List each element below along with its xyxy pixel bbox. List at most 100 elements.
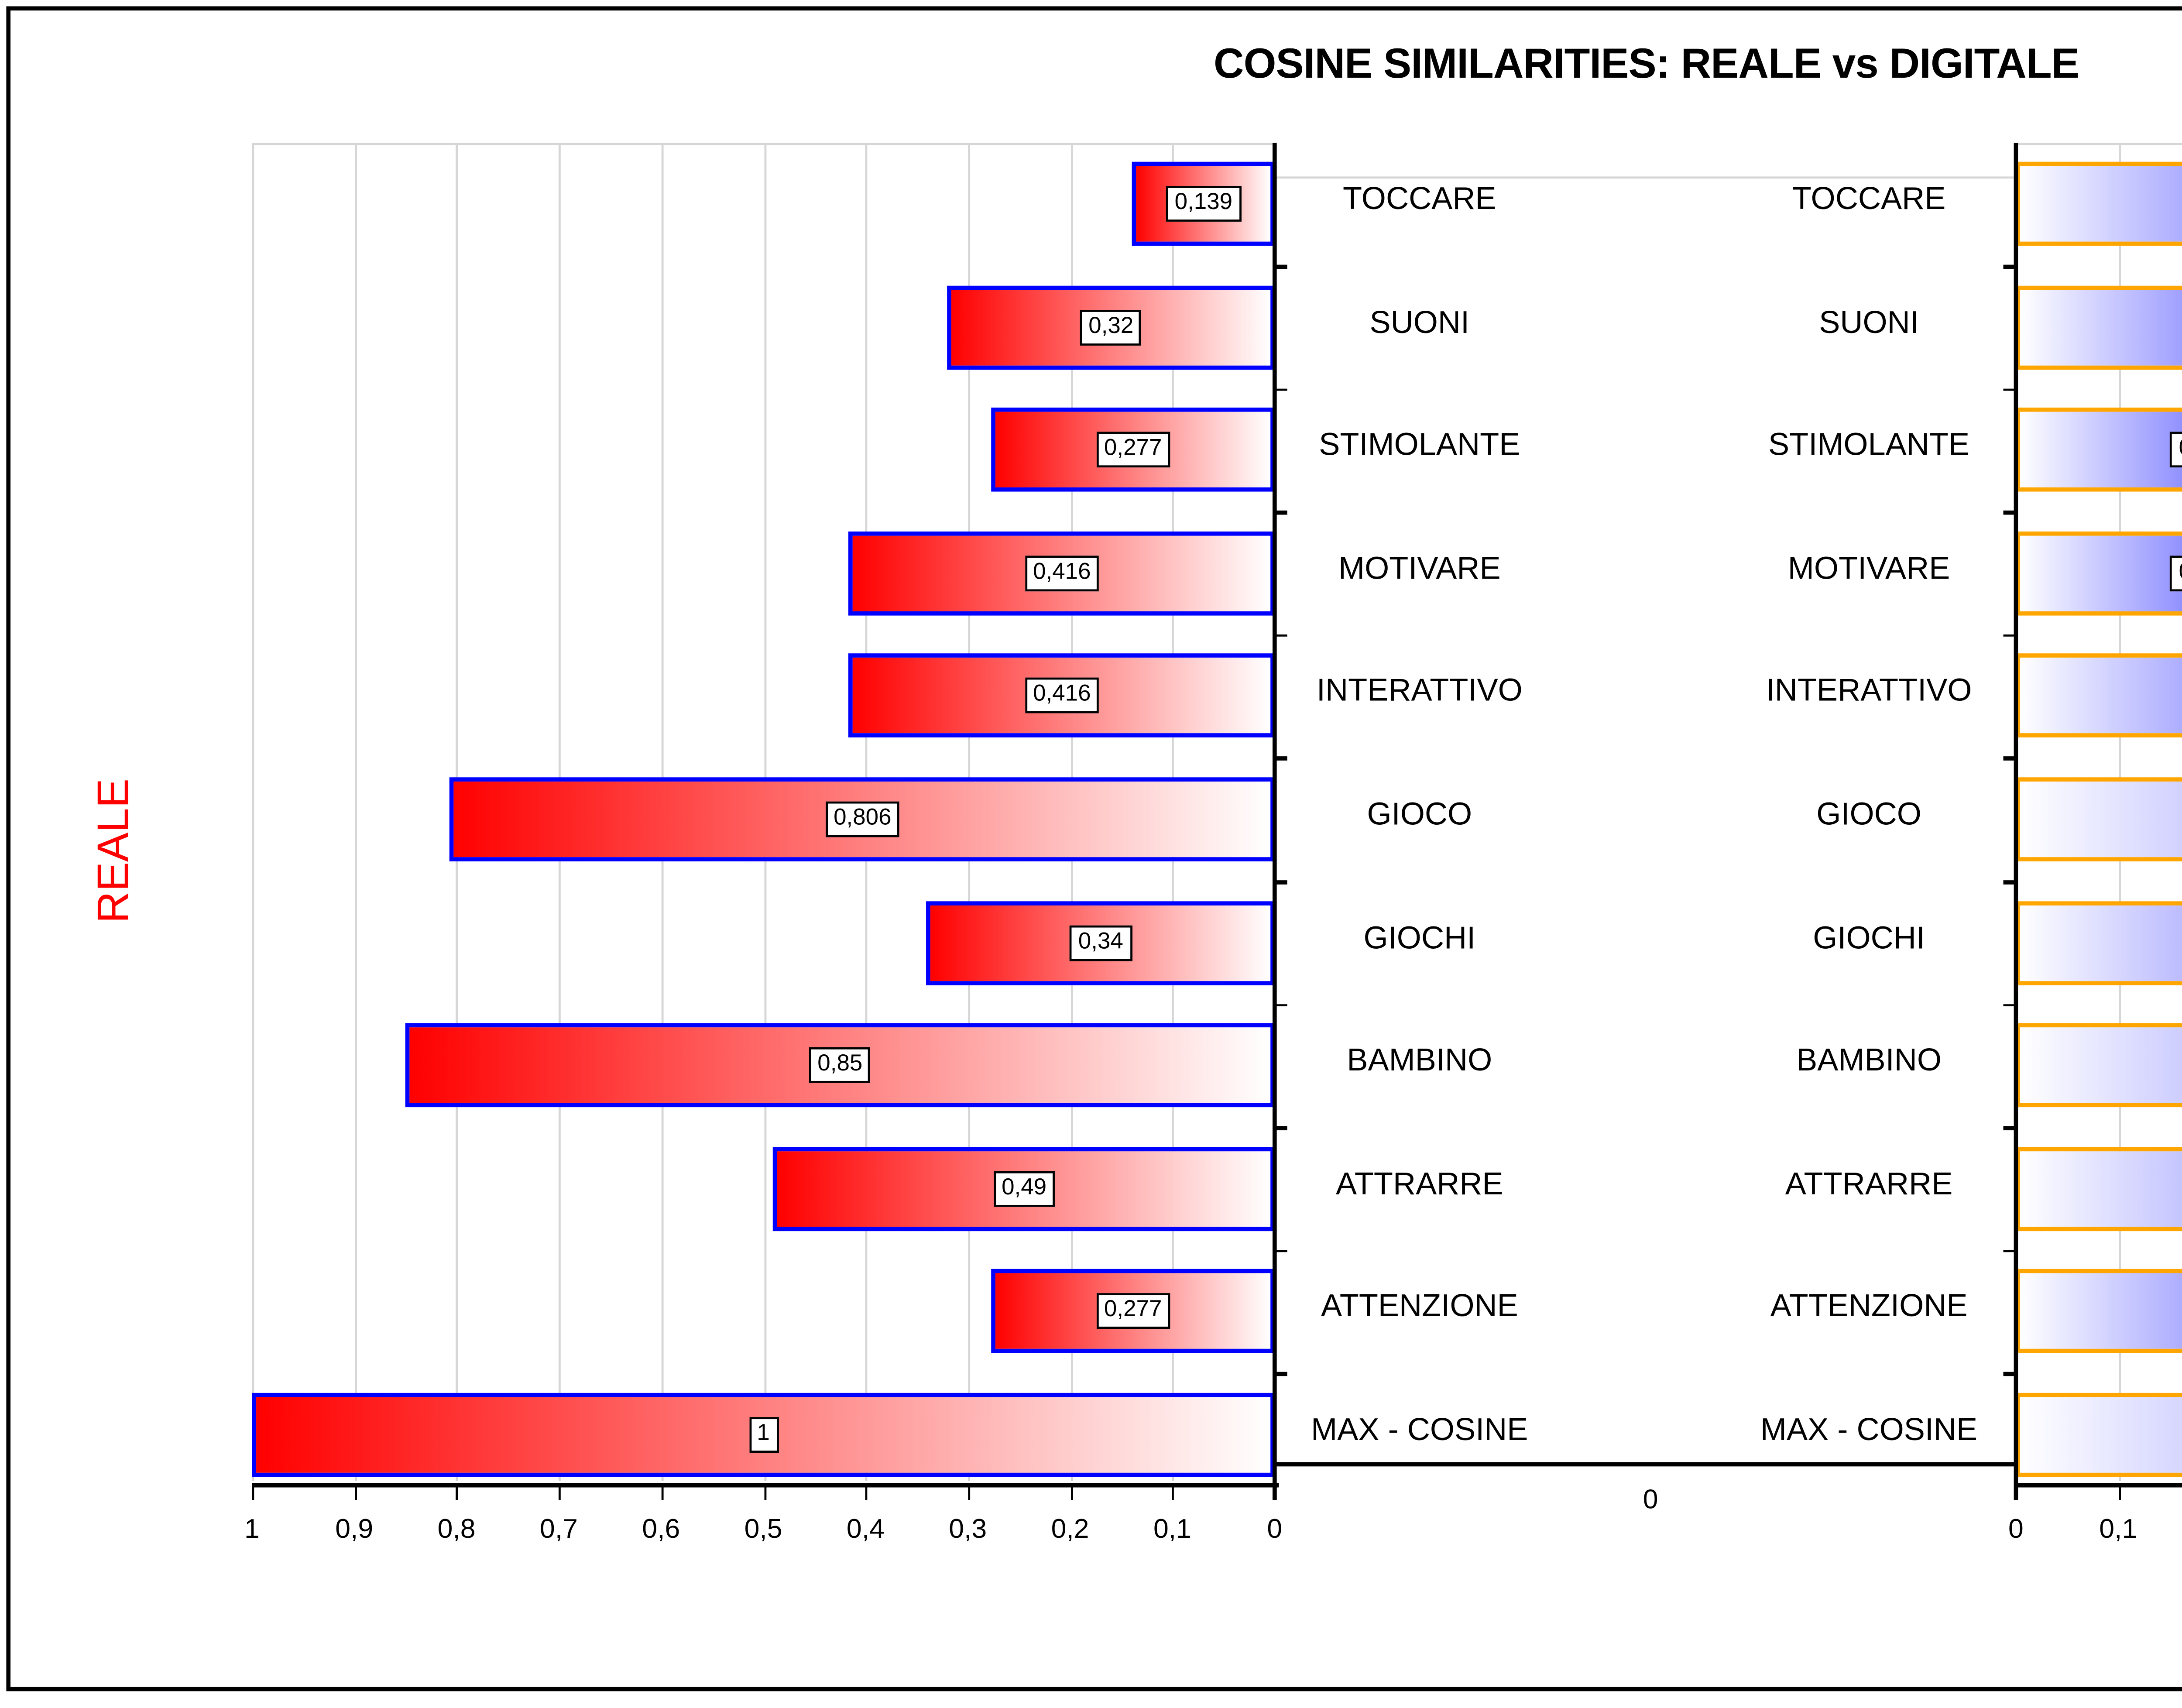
gridline <box>354 143 357 1482</box>
x-tick-label: 0,8 <box>437 1513 476 1544</box>
reale-value-label: 0,416 <box>1024 555 1099 591</box>
x-tick-label: 0,5 <box>744 1513 782 1544</box>
x-tick <box>456 1483 459 1500</box>
reale-category-label: ATTRARRE <box>1336 1166 1503 1203</box>
x-tick <box>661 1483 663 1500</box>
category-tick <box>2003 264 2016 268</box>
digitale-bar: 0,5 <box>2016 1269 2182 1354</box>
category-tick <box>1274 634 1287 638</box>
x-tick <box>967 1483 970 1500</box>
reale-bar: 0,34 <box>927 900 1275 984</box>
x-tick <box>2016 1483 2018 1500</box>
digitale-bar: 0,612 <box>2016 900 2182 984</box>
digitale-category-label: GIOCHI <box>1813 920 1925 956</box>
reale-category-label: MOTIVARE <box>1338 551 1501 587</box>
x-tick-label: 0 <box>1267 1513 1283 1544</box>
x-tick-label: 0,1 <box>1153 1513 1191 1544</box>
reale-value-label: 0,85 <box>809 1047 871 1084</box>
x-tick <box>559 1483 561 1500</box>
x-tick-label: 0,7 <box>539 1513 578 1544</box>
top-gridline <box>2016 143 2182 145</box>
x-tick-label: 0,9 <box>335 1513 374 1544</box>
category-tick <box>1274 1126 1287 1130</box>
reale-x-axis-line <box>252 1483 1279 1488</box>
reale-y-axis <box>1273 143 1276 1500</box>
reale-category-label: TOCCARE <box>1343 182 1496 218</box>
x-tick-label: 0,3 <box>949 1513 987 1544</box>
digitale-category-label: ATTRARRE <box>1785 1166 1953 1203</box>
reale-bar: 0,49 <box>773 1146 1275 1231</box>
reale-bar: 0,277 <box>991 408 1275 492</box>
category-tick <box>2003 1372 2016 1376</box>
category-tick <box>1274 1003 1287 1007</box>
digitale-bar: 0,5 <box>2016 161 2182 246</box>
reale-value-label: 0,34 <box>1070 924 1132 960</box>
digitale-category-label: ATTENZIONE <box>1770 1290 1968 1326</box>
category-tick <box>1274 511 1287 514</box>
x-tick <box>252 1483 254 1500</box>
reale-bar: 0,416 <box>849 531 1275 615</box>
x-tick <box>1172 1483 1175 1500</box>
x-tick <box>1070 1483 1072 1500</box>
digitale-category-label: MAX - COSINE <box>1760 1413 1978 1449</box>
digitale-bar: 0,707 <box>2016 1146 2182 1231</box>
x-tick <box>763 1483 765 1500</box>
category-tick <box>2003 388 2016 391</box>
reale-axis-label: REALE <box>90 778 139 923</box>
category-tick <box>2003 511 2016 514</box>
category-tick <box>1274 1372 1287 1376</box>
category-label-column: TOCCARE TOCCARE SUONI SUONI STIMOLANTE STIMOL… <box>1274 143 2016 1481</box>
digitale-category-label: BAMBINO <box>1796 1043 1942 1080</box>
digitale-category-label: SUONI <box>1819 305 1919 341</box>
center-zero-label: 0 <box>1643 1483 1658 1515</box>
reale-category-label: BAMBINO <box>1347 1043 1492 1080</box>
digitale-category-label: INTERATTIVO <box>1766 674 1972 710</box>
x-tick-label: 0,6 <box>642 1513 680 1544</box>
center-top-gridline <box>1274 176 2016 179</box>
reale-category-label: GIOCO <box>1367 797 1472 833</box>
top-gridline <box>252 143 1275 145</box>
digitale-value-label: 0,375 <box>2170 432 2182 468</box>
reale-value-label: 1 <box>748 1417 779 1453</box>
digitale-bar: 0,825 <box>2016 1023 2182 1108</box>
reale-category-label: STIMOLANTE <box>1319 428 1520 464</box>
digitale-x-axis-line <box>2016 1483 2182 1488</box>
category-tick <box>1274 757 1287 761</box>
reale-plot-area: 0,139 0,32 0,277 0,416 0,416 0,806 0,34 0,85 0,4… <box>252 143 1277 1482</box>
category-tick <box>2003 757 2016 761</box>
reale-value-label: 0,277 <box>1095 432 1170 468</box>
digitale-category-label: GIOCO <box>1816 797 1921 833</box>
digitale-category-label: MOTIVARE <box>1787 551 1950 587</box>
gridline <box>1274 143 1277 1482</box>
category-tick <box>1274 1249 1287 1253</box>
digitale-bar: 1 <box>2016 1392 2182 1477</box>
category-tick <box>2003 1126 2016 1130</box>
x-tick <box>865 1483 868 1500</box>
x-tick-label: 0,1 <box>2099 1513 2137 1544</box>
digitale-y-axis <box>2014 143 2017 1500</box>
reale-bar: 0,139 <box>1132 161 1275 246</box>
reale-value-label: 0,139 <box>1166 186 1241 222</box>
category-tick <box>2003 1003 2016 1007</box>
reale-category-label: ATTENZIONE <box>1321 1290 1518 1326</box>
digitale-category-label: TOCCARE <box>1792 182 1946 218</box>
category-tick <box>1274 388 1287 391</box>
category-tick <box>2003 634 2016 638</box>
reale-value-label: 0,277 <box>1095 1294 1170 1330</box>
digitale-bar: 0,375 <box>2016 408 2182 492</box>
reale-value-label: 0,49 <box>993 1170 1055 1207</box>
digitale-bar: 0,5 <box>2016 654 2182 738</box>
reale-value-label: 0,416 <box>1024 678 1099 714</box>
reale-bar: 0,806 <box>450 777 1275 861</box>
digitale-bar: 0,894 <box>2016 777 2182 861</box>
category-tick <box>2003 1249 2016 1253</box>
x-tick-label: 0 <box>2008 1513 2024 1544</box>
reale-category-label: MAX - COSINE <box>1311 1413 1528 1449</box>
x-tick-label: 0,4 <box>846 1513 885 1544</box>
reale-bar: 0,416 <box>849 654 1275 738</box>
digitale-bar: 0,375 <box>2016 531 2182 615</box>
reale-bar: 0,277 <box>991 1269 1275 1354</box>
reale-value-label: 0,32 <box>1080 309 1142 345</box>
gridline <box>252 143 254 1482</box>
